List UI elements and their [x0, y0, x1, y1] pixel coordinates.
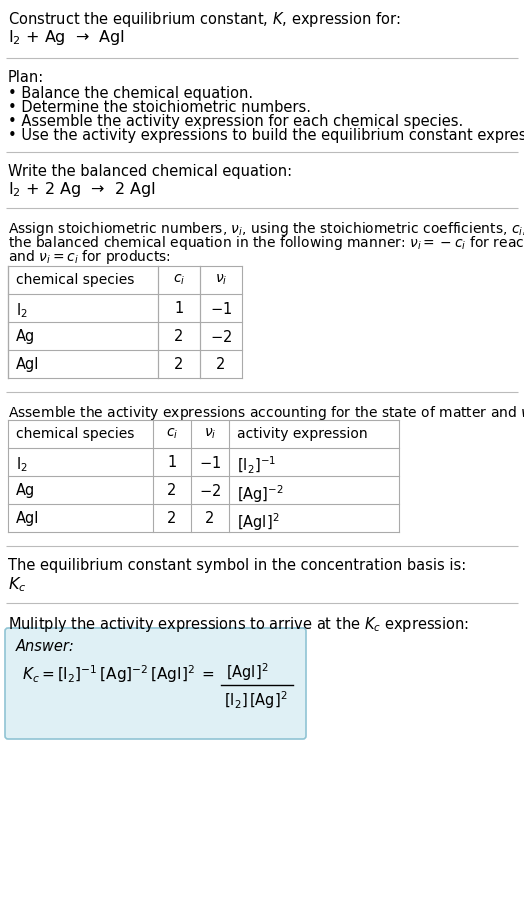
Text: Plan:: Plan:: [8, 70, 44, 85]
Text: AgI: AgI: [16, 357, 39, 372]
Text: $\mathrm{I_2}$ + Ag  →  AgI: $\mathrm{I_2}$ + Ag → AgI: [8, 28, 125, 47]
Text: activity expression: activity expression: [237, 427, 368, 441]
Text: $[\mathrm{AgI}]^{2}$: $[\mathrm{AgI}]^{2}$: [237, 511, 280, 533]
Text: and $\nu_i = c_i$ for products:: and $\nu_i = c_i$ for products:: [8, 248, 171, 266]
FancyBboxPatch shape: [5, 628, 306, 739]
Text: $[\mathrm{I_2}]\,[\mathrm{Ag}]^2$: $[\mathrm{I_2}]\,[\mathrm{Ag}]^2$: [224, 689, 288, 711]
Text: • Balance the chemical equation.: • Balance the chemical equation.: [8, 86, 253, 101]
Text: $K_c = [\mathrm{I_2}]^{-1}\,[\mathrm{Ag}]^{-2}\,[\mathrm{AgI}]^{2}\; =$: $K_c = [\mathrm{I_2}]^{-1}\,[\mathrm{Ag}…: [22, 663, 215, 685]
Text: Assemble the activity expressions accounting for the state of matter and $\nu_i$: Assemble the activity expressions accoun…: [8, 404, 524, 422]
Text: Ag: Ag: [16, 329, 35, 344]
Text: $c_i$: $c_i$: [166, 427, 178, 441]
Text: $c_i$: $c_i$: [173, 273, 185, 288]
Text: Answer:: Answer:: [16, 639, 75, 654]
Text: Ag: Ag: [16, 483, 35, 498]
Text: Construct the equilibrium constant, $K$, expression for:: Construct the equilibrium constant, $K$,…: [8, 10, 401, 29]
Text: $[\mathrm{AgI}]^2$: $[\mathrm{AgI}]^2$: [226, 661, 269, 682]
Text: 2: 2: [205, 511, 215, 526]
Text: chemical species: chemical species: [16, 273, 134, 287]
Text: $-1$: $-1$: [199, 455, 221, 471]
Text: Mulitply the activity expressions to arrive at the $K_c$ expression:: Mulitply the activity expressions to arr…: [8, 615, 469, 634]
Text: 2: 2: [216, 357, 226, 372]
Text: 2: 2: [174, 329, 184, 344]
Text: 2: 2: [167, 483, 177, 498]
Text: 2: 2: [167, 511, 177, 526]
Text: $-2$: $-2$: [210, 329, 232, 345]
Text: $\nu_i$: $\nu_i$: [215, 273, 227, 288]
Text: The equilibrium constant symbol in the concentration basis is:: The equilibrium constant symbol in the c…: [8, 558, 466, 573]
Text: 2: 2: [174, 357, 184, 372]
Text: 1: 1: [174, 301, 183, 316]
Text: $\mathrm{I_2}$: $\mathrm{I_2}$: [16, 455, 28, 474]
Text: $[\mathrm{Ag}]^{-2}$: $[\mathrm{Ag}]^{-2}$: [237, 483, 284, 504]
Text: $\mathrm{I_2}$: $\mathrm{I_2}$: [16, 301, 28, 320]
Text: Write the balanced chemical equation:: Write the balanced chemical equation:: [8, 164, 292, 179]
Text: • Assemble the activity expression for each chemical species.: • Assemble the activity expression for e…: [8, 114, 463, 129]
Text: the balanced chemical equation in the following manner: $\nu_i = -c_i$ for react: the balanced chemical equation in the fo…: [8, 234, 524, 252]
Text: $[\mathrm{I_2}]^{-1}$: $[\mathrm{I_2}]^{-1}$: [237, 455, 276, 476]
Text: $\mathrm{I_2}$ + 2 Ag  →  2 AgI: $\mathrm{I_2}$ + 2 Ag → 2 AgI: [8, 180, 156, 199]
Text: chemical species: chemical species: [16, 427, 134, 441]
Text: AgI: AgI: [16, 511, 39, 526]
Text: $\nu_i$: $\nu_i$: [204, 427, 216, 441]
Text: 1: 1: [167, 455, 177, 470]
Text: Assign stoichiometric numbers, $\nu_i$, using the stoichiometric coefficients, $: Assign stoichiometric numbers, $\nu_i$, …: [8, 220, 524, 238]
Text: $-2$: $-2$: [199, 483, 221, 499]
Text: • Determine the stoichiometric numbers.: • Determine the stoichiometric numbers.: [8, 100, 311, 115]
Text: $K_c$: $K_c$: [8, 575, 26, 593]
Text: • Use the activity expressions to build the equilibrium constant expression.: • Use the activity expressions to build …: [8, 128, 524, 143]
Text: $-1$: $-1$: [210, 301, 232, 317]
